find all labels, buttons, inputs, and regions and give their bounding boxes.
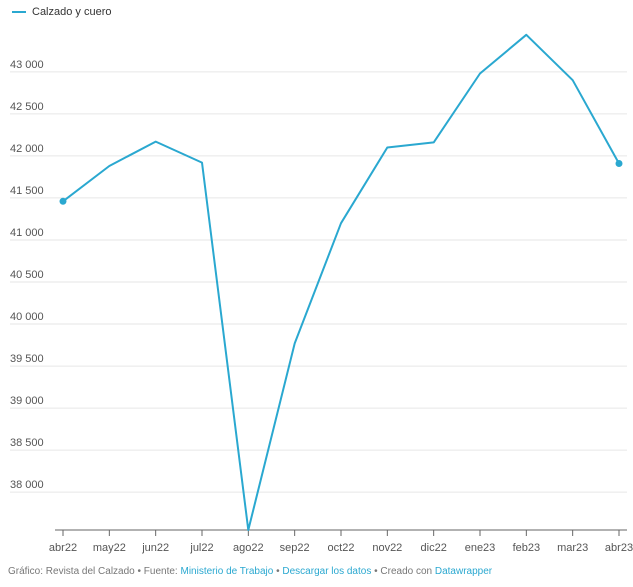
x-tick-label: feb23	[513, 542, 541, 554]
y-tick-label: 40 500	[10, 269, 44, 281]
x-axis-ticks: abr22 may22 jun22 jul22 ago22 sep22 oct22 nov22…	[49, 530, 633, 554]
start-point-marker	[59, 197, 67, 205]
x-tick-label: dic22	[421, 542, 447, 554]
x-tick-label: mar23	[557, 542, 588, 554]
footer-created-label: Creado con	[380, 566, 435, 577]
chart-footer: Gráfico: Revista del Calzado • Fuente: M…	[8, 566, 492, 577]
y-axis-ticks: 38 000 38 500 39 000 39 500 40 000 40 500 41 0…	[10, 59, 44, 491]
x-tick-label: sep22	[280, 542, 310, 554]
datawrapper-link[interactable]: Datawrapper	[434, 566, 493, 577]
footer-separator: •	[371, 566, 381, 577]
x-tick-label: abr23	[605, 542, 633, 554]
footer-separator: •	[273, 566, 283, 577]
y-tick-label: 38 000	[10, 479, 44, 491]
series-line	[62, 33, 620, 531]
y-tick-label: 43 000	[10, 59, 44, 71]
line-chart: 38 000 38 500 39 000 39 500 40 000 40 500 41 0…	[10, 33, 633, 554]
download-data-link[interactable]: Descargar los datos	[282, 566, 372, 577]
x-tick-label: abr22	[49, 542, 77, 554]
footer-credit: Gráfico: Revista del Calzado	[8, 566, 135, 577]
x-tick-label: ago22	[233, 542, 264, 554]
grid-lines	[10, 71, 627, 493]
y-tick-label: 40 000	[10, 311, 44, 323]
series-layer	[59, 33, 623, 531]
y-tick-label: 42 000	[10, 143, 44, 155]
footer-separator: •	[134, 566, 144, 577]
legend: Calzado y cuero	[12, 6, 112, 18]
x-tick-label: nov22	[372, 542, 402, 554]
legend-swatch	[12, 11, 26, 13]
y-tick-label: 38 500	[10, 437, 44, 449]
y-tick-label: 41 500	[10, 185, 44, 197]
x-tick-label: oct22	[328, 542, 355, 554]
x-tick-label: jul22	[189, 542, 213, 554]
x-tick-label: jun22	[141, 542, 169, 554]
x-tick-label: ene23	[465, 542, 496, 554]
y-tick-label: 39 500	[10, 353, 44, 365]
y-tick-label: 42 500	[10, 101, 44, 113]
legend-label: Calzado y cuero	[32, 6, 112, 18]
y-tick-label: 41 000	[10, 227, 44, 239]
end-point-marker	[615, 159, 623, 167]
source-link[interactable]: Ministerio de Trabajo	[180, 566, 274, 577]
y-tick-label: 39 000	[10, 395, 44, 407]
x-tick-label: may22	[93, 542, 126, 554]
footer-source-label: Fuente:	[143, 566, 181, 577]
